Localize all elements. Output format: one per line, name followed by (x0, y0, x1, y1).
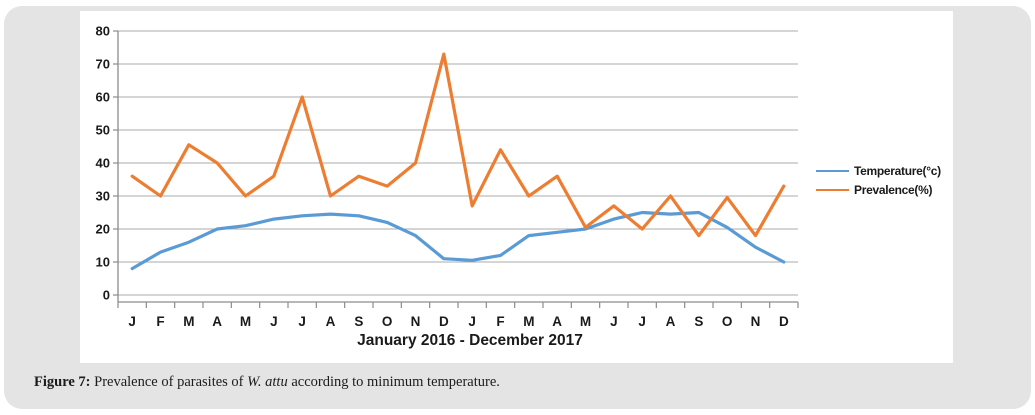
temperature-line-swatch (816, 170, 849, 172)
caption-species-name: W. attu (247, 374, 288, 390)
x-axis-month-label: D (439, 314, 449, 329)
y-axis-label: 30 (96, 189, 110, 204)
x-axis-month-label: A (326, 314, 336, 329)
x-axis-month-label: F (156, 314, 164, 329)
legend-label-prevalence: Prevalence(%) (854, 183, 933, 197)
y-axis-label: 40 (96, 156, 110, 171)
x-axis-month-label: J (638, 314, 646, 329)
x-axis-month-label: O (382, 314, 393, 329)
x-axis-month-label: J (468, 314, 476, 329)
figure-caption: Figure 7: Prevalence of parasites of W. … (34, 374, 974, 391)
x-axis-month-label: M (523, 314, 534, 329)
legend-item-prevalence: Prevalence(%) (816, 182, 941, 198)
y-axis-label: 70 (96, 57, 110, 72)
x-axis-month-label: J (610, 314, 618, 329)
figure-panel: 0 10 20 30 40 50 60 70 80 J F M A M J J A S O N D J F M A M J J A S O N… (4, 6, 1031, 409)
caption-figure-label: Figure 7: (34, 374, 91, 390)
x-axis-month-label: A (666, 314, 676, 329)
x-axis-month-label: S (694, 314, 703, 329)
y-axis-label: 0 (103, 288, 110, 303)
y-axis-label: 50 (96, 123, 110, 138)
x-axis-month-label: D (779, 314, 789, 329)
caption-text-before: Prevalence of parasites of (90, 374, 248, 390)
x-axis-month-label: S (354, 314, 363, 329)
x-axis-month-label: M (580, 314, 591, 329)
x-axis-month-label: J (270, 314, 278, 329)
x-axis-month-label: F (496, 314, 504, 329)
x-axis-title: January 2016 - December 2017 (357, 332, 583, 349)
y-axis-label: 80 (96, 24, 110, 39)
temperature-series-line (130, 210, 786, 271)
y-axis-label: 10 (96, 255, 110, 270)
y-axis-label: 60 (96, 90, 110, 105)
x-axis-month-label: N (411, 314, 421, 329)
x-axis-month-label: J (128, 314, 136, 329)
x-axis-month-label: A (212, 314, 222, 329)
prevalence-series-line (130, 52, 786, 238)
caption-text-after: according to minimum temperature. (287, 374, 500, 390)
x-axis-month-label: M (183, 314, 194, 329)
legend-label-temperature: Temperature(°c) (854, 164, 941, 178)
x-axis-month-label: A (552, 314, 562, 329)
legend-item-temperature: Temperature(°c) (816, 163, 941, 179)
x-axis-month-label: J (298, 314, 306, 329)
chart-area: 0 10 20 30 40 50 60 70 80 J F M A M J J A S O N D J F M A M J J A S O N… (80, 11, 953, 363)
prevalence-line-swatch (816, 189, 849, 191)
line-chart: 0 10 20 30 40 50 60 70 80 J F M A M J J A S O N D J F M A M J J A S O N… (96, 24, 799, 349)
x-axis-month-label: O (722, 314, 733, 329)
x-axis-month-label: M (240, 314, 251, 329)
y-axis-label: 20 (96, 222, 110, 237)
legend: Temperature(°c) Prevalence(%) (816, 163, 941, 198)
x-axis-month-label: N (751, 314, 761, 329)
